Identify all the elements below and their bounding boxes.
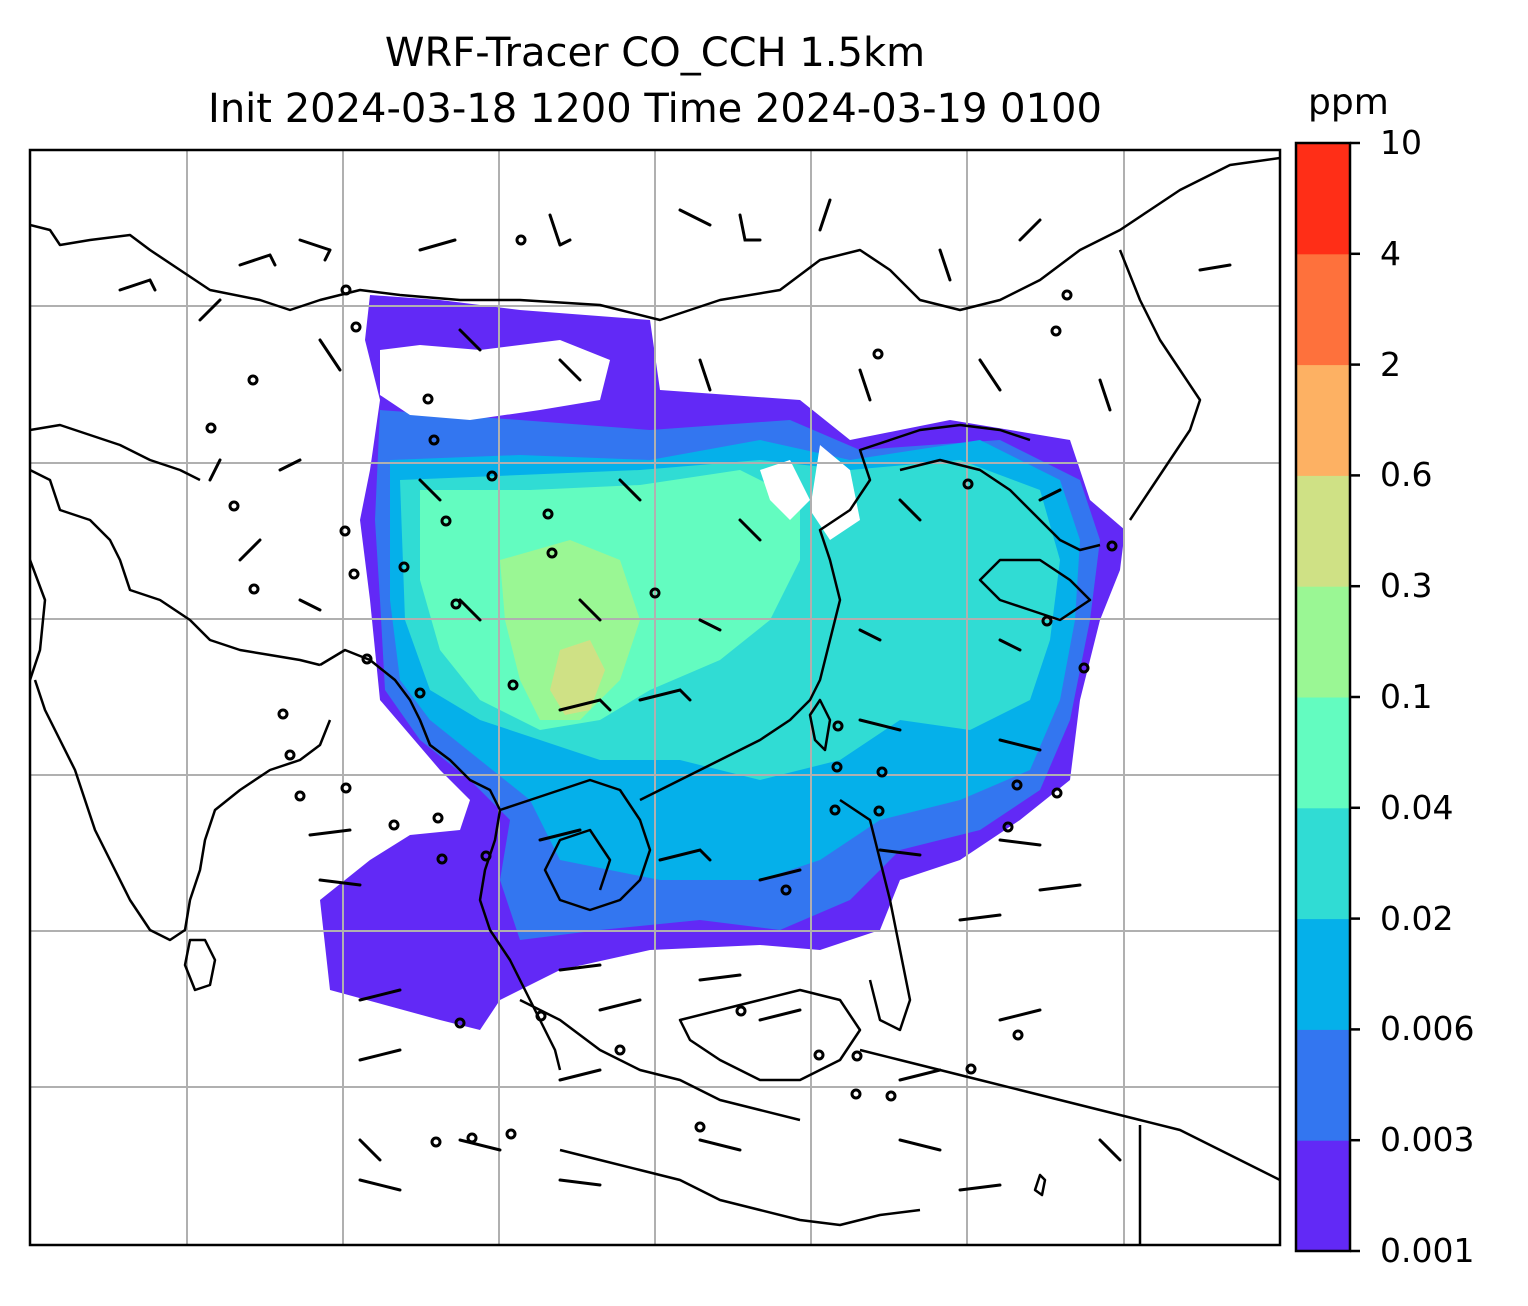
colorbar-segment [1296,475,1350,587]
map-title-line-1: WRF-Tracer CO_CCH 1.5km [384,30,926,76]
map-title-line-2: Init 2024-03-18 1200 Time 2024-03-19 010… [208,86,1102,132]
colorbar-tick-label: 4 [1380,233,1401,273]
colorbar-segment [1296,143,1350,255]
coastlines [30,156,1280,1245]
colorbar-tick-label: 0.006 [1380,1009,1475,1049]
calm-wind-circles [205,234,1118,1148]
co-field-level-6 [500,540,640,720]
colorbar-tick-label: 0.003 [1380,1120,1475,1160]
colorbar-segment [1296,253,1350,366]
map-frame [28,148,1282,1247]
colorbar-tick-label: 0.1 [1380,677,1433,716]
colorbar-segment [1296,586,1350,698]
colorbar-segment [1296,364,1350,476]
colorbar-tick-label: 2 [1380,344,1401,384]
colorbar-segment [1296,918,1350,1030]
wind-barbs [118,198,1232,1192]
colorbar-tick-label: 0.6 [1380,455,1433,495]
colorbar-tick-label: 0.02 [1380,898,1454,938]
co-concentration-field [320,295,1125,1030]
colorbar [1294,141,1360,1253]
colorbar-segment [1296,807,1350,920]
co-field-level-7 [550,640,605,715]
colorbar-segment [1296,697,1350,809]
colorbar-segment [1296,1140,1350,1252]
colorbar-tick-label: 0.3 [1380,566,1433,606]
colorbar-tick-label: 0.04 [1380,787,1454,827]
colorbar-tick-label: 0.001 [1380,1231,1475,1270]
colorbar-unit-label: ppm [1308,82,1389,123]
map-gridlines [30,150,1280,1245]
colorbar-segment [1296,1029,1350,1141]
colorbar-tick-label: 10 [1380,123,1422,162]
